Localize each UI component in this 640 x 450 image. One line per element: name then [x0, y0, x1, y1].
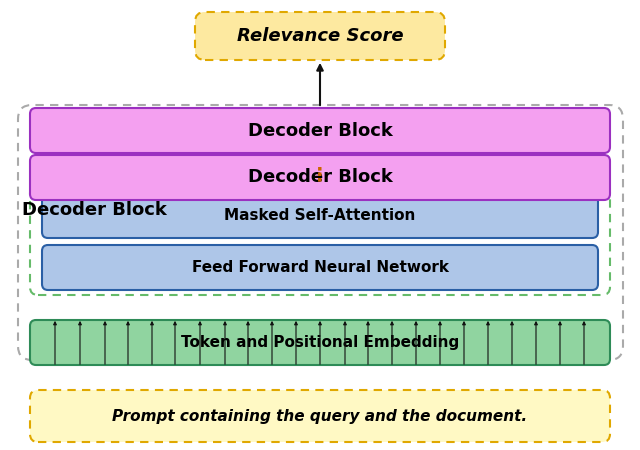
FancyBboxPatch shape: [42, 245, 598, 290]
Text: ⋮: ⋮: [310, 166, 330, 184]
FancyBboxPatch shape: [195, 12, 445, 60]
Text: Prompt containing the query and the document.: Prompt containing the query and the docu…: [113, 409, 527, 423]
Text: Decoder Block: Decoder Block: [248, 168, 392, 186]
Text: Masked Self-Attention: Masked Self-Attention: [224, 208, 416, 223]
FancyBboxPatch shape: [30, 155, 610, 200]
Text: Feed Forward Neural Network: Feed Forward Neural Network: [191, 260, 449, 275]
Text: Decoder Block: Decoder Block: [22, 201, 167, 219]
Text: Token and Positional Embedding: Token and Positional Embedding: [181, 335, 459, 350]
FancyBboxPatch shape: [30, 390, 610, 442]
Text: Decoder Block: Decoder Block: [248, 122, 392, 140]
FancyBboxPatch shape: [30, 320, 610, 365]
FancyBboxPatch shape: [30, 108, 610, 153]
FancyBboxPatch shape: [42, 193, 598, 238]
Text: Relevance Score: Relevance Score: [237, 27, 403, 45]
